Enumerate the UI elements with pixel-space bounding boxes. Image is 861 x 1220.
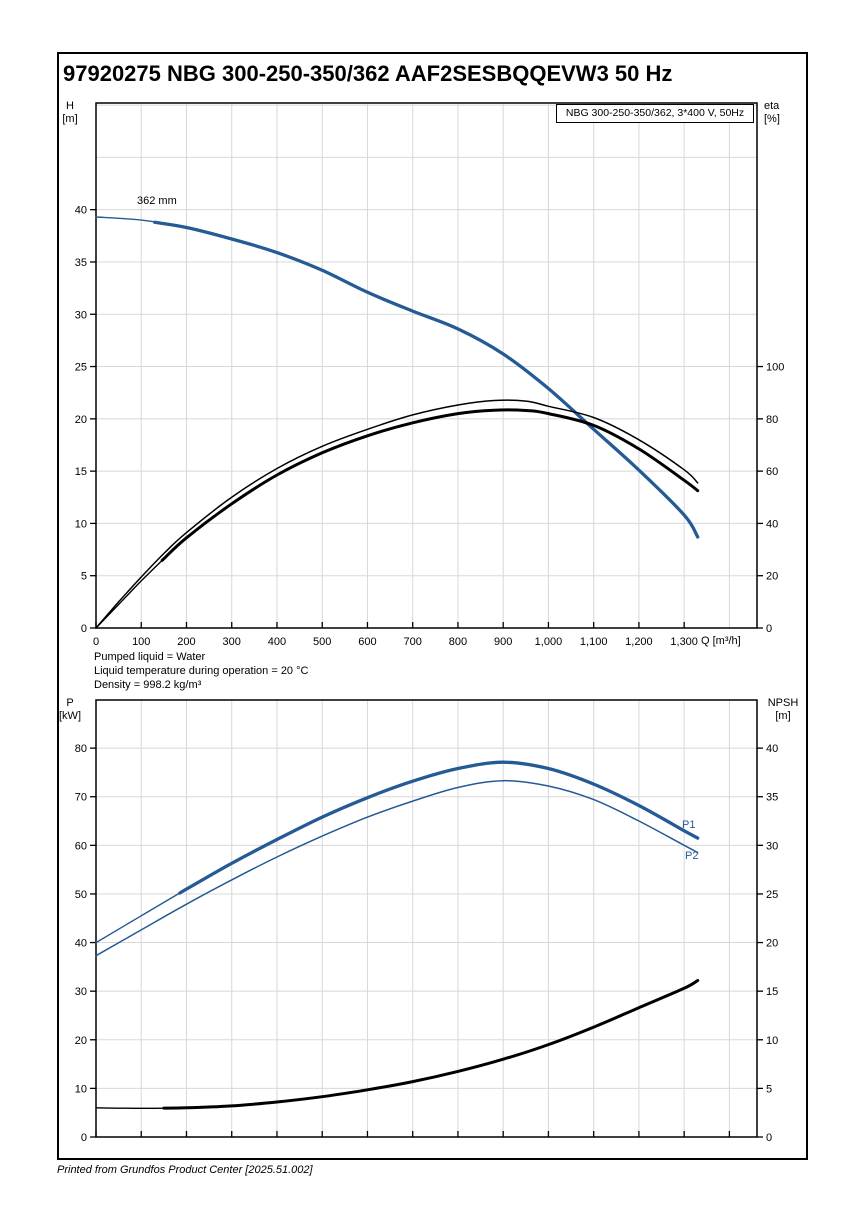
left-tick-label: 30	[75, 986, 87, 998]
left-tick-label: 0	[81, 623, 87, 635]
q-axis-label: Q [m³/h]	[701, 635, 741, 647]
left-tick-label: 10	[75, 1083, 87, 1095]
npsh-curve-thick	[162, 979, 700, 1110]
right-tick-label: 20	[766, 938, 778, 950]
info-line-temperature: Liquid temperature during operation = 20…	[94, 664, 309, 677]
npsh-axis-unit: [m]	[775, 710, 791, 722]
left-tick-label: 60	[75, 840, 87, 852]
left-tick-label: 15	[75, 466, 87, 478]
efficiency-curve-thin	[95, 399, 699, 629]
npsh-axis-header: NPSH [m]	[760, 697, 806, 723]
x-tick-label: 1,300	[670, 636, 698, 648]
p2-curve	[95, 779, 699, 957]
x-tick-label: 500	[313, 636, 331, 648]
left-tick-label: 25	[75, 362, 87, 374]
right-tick-label: 25	[766, 889, 778, 901]
eta-axis-label: eta	[764, 100, 780, 112]
right-tick-label: 80	[766, 414, 778, 426]
left-tick-label: 10	[75, 518, 87, 530]
right-tick-label: 35	[766, 792, 778, 804]
efficiency-curve-thick-thick	[160, 408, 700, 562]
h-axis-unit: [m]	[62, 113, 78, 125]
left-tick-label: 70	[75, 792, 87, 804]
impeller-size-label: 362 mm	[137, 195, 177, 207]
left-tick-label: 20	[75, 414, 87, 426]
p-axis-unit: [kW]	[59, 710, 81, 722]
right-tick-label: 30	[766, 840, 778, 852]
plot-frame	[95, 699, 758, 1138]
info-line-density: Density = 998.2 kg/m³	[94, 678, 202, 691]
left-tick-label: 80	[75, 743, 87, 755]
legend-box: NBG 300-250-350/362, 3*400 V, 50Hz	[556, 104, 754, 123]
right-tick-label: 40	[766, 743, 778, 755]
page-border	[57, 52, 808, 1160]
left-tick-label: 5	[81, 571, 87, 583]
x-tick-label: 400	[268, 636, 286, 648]
p1-curve-label: P1	[682, 819, 696, 831]
liquid-info-block: Pumped liquid = Water Liquid temperature…	[94, 651, 308, 692]
p1-curve-thick	[178, 760, 700, 895]
left-tick-label: 35	[75, 257, 87, 269]
x-tick-label: 600	[358, 636, 376, 648]
p2-curve-label: P2	[685, 850, 699, 862]
right-tick-label: 60	[766, 466, 778, 478]
x-tick-label: 800	[449, 636, 467, 648]
right-tick-label: 15	[766, 986, 778, 998]
right-tick-label: 20	[766, 571, 778, 583]
right-tick-label: 5	[766, 1083, 772, 1095]
page-title: 97920275 NBG 300-250-350/362 AAF2SESBQQE…	[63, 61, 673, 86]
x-tick-label: 700	[404, 636, 422, 648]
x-tick-label: 1,200	[625, 636, 653, 648]
head-curve-thick	[153, 220, 700, 539]
right-tick-label: 0	[766, 1132, 772, 1144]
npsh-axis-label: NPSH	[767, 697, 799, 709]
left-tick-label: 40	[75, 938, 87, 950]
plot-frame	[95, 102, 758, 629]
x-tick-label: 100	[132, 636, 150, 648]
left-tick-label: 20	[75, 1035, 87, 1047]
h-axis-header: H [m]	[52, 100, 88, 126]
right-tick-label: 10	[766, 1035, 778, 1047]
right-tick-label: 40	[766, 518, 778, 530]
left-tick-label: 40	[75, 205, 87, 217]
x-tick-label: 0	[93, 636, 99, 648]
x-tick-label: 900	[494, 636, 512, 648]
p-axis-header: P [kW]	[52, 697, 88, 723]
eta-axis-unit: [%]	[764, 113, 780, 125]
x-tick-label: 300	[223, 636, 241, 648]
left-tick-label: 30	[75, 309, 87, 321]
footer-note: Printed from Grundfos Product Center [20…	[57, 1164, 313, 1176]
h-axis-label: H	[66, 100, 74, 112]
right-tick-label: 0	[766, 623, 772, 635]
x-tick-label: 1,100	[580, 636, 608, 648]
p-axis-label: P	[66, 697, 74, 709]
x-tick-label: 1,000	[535, 636, 563, 648]
x-tick-label: 200	[177, 636, 195, 648]
left-tick-label: 50	[75, 889, 87, 901]
eta-axis-header: eta [%]	[764, 100, 804, 126]
info-line-pumped-liquid: Pumped liquid = Water	[94, 651, 206, 663]
left-tick-label: 0	[81, 1132, 87, 1144]
right-tick-label: 100	[766, 362, 784, 374]
